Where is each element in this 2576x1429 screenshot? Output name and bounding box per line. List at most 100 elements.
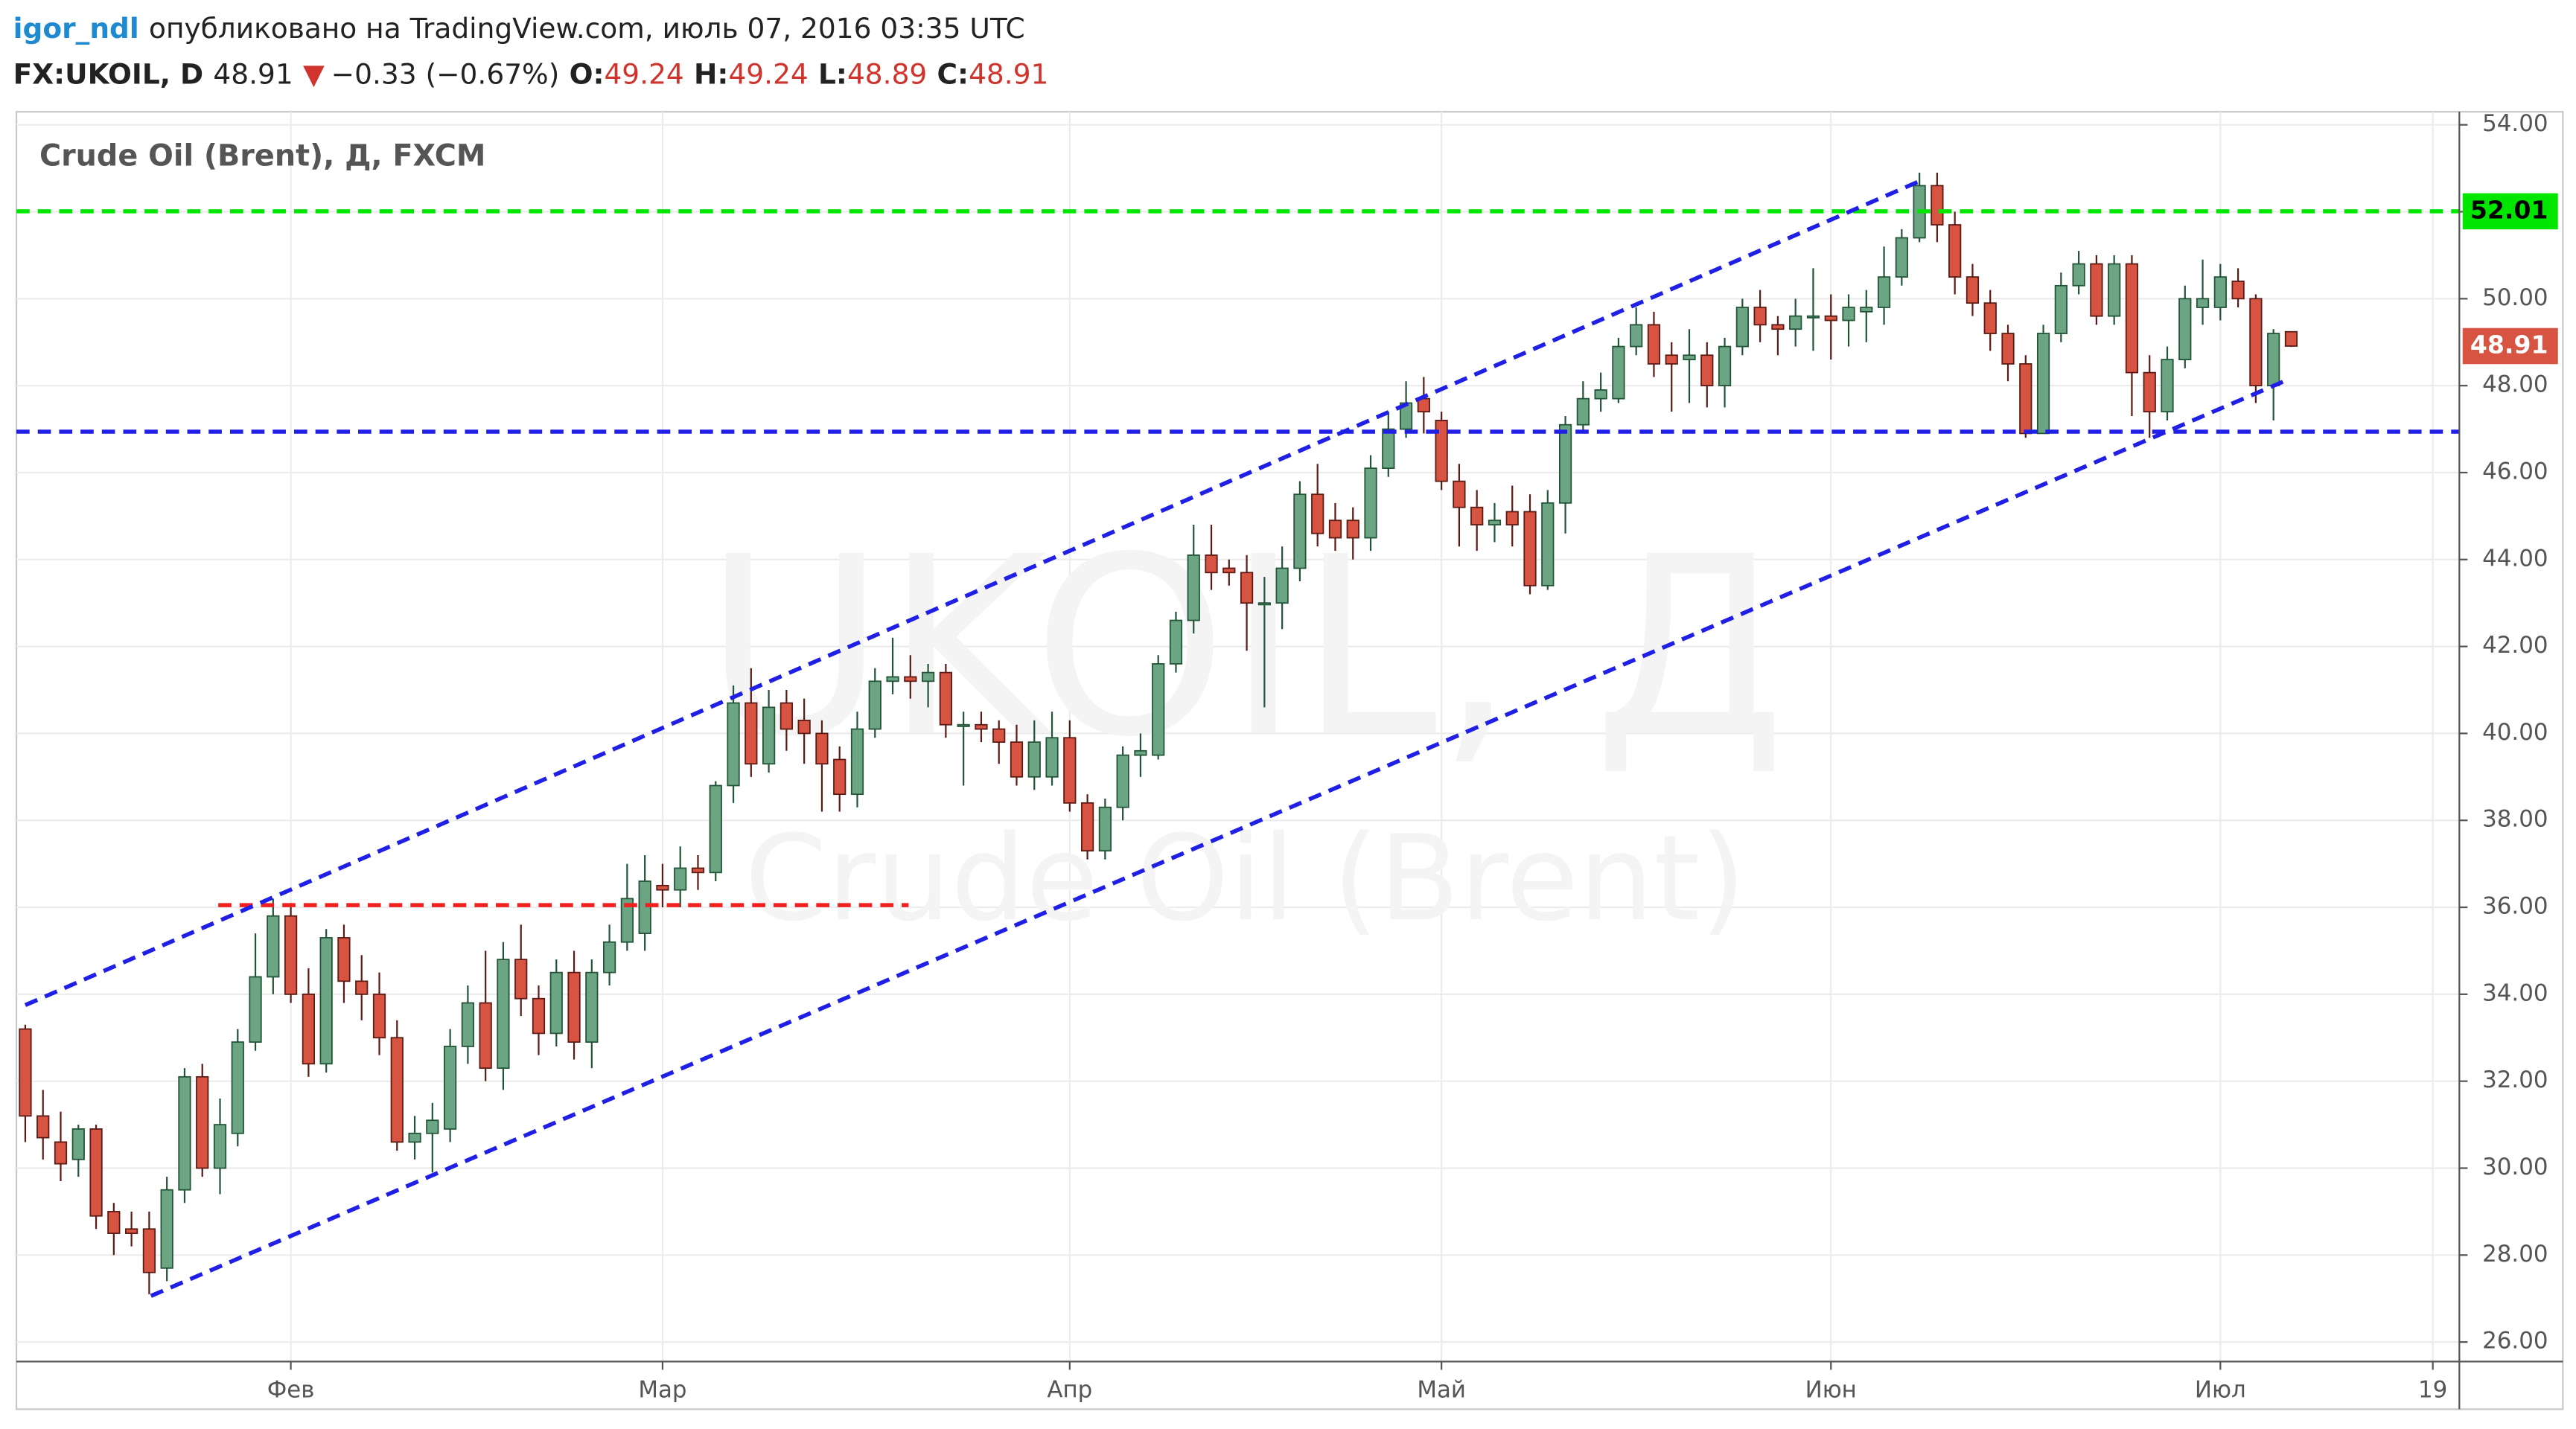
candle-body (1665, 354, 1678, 365)
candle-body (1045, 737, 1059, 778)
candle-body (1505, 511, 1519, 525)
candle-body (231, 1041, 244, 1134)
candle-body (1931, 185, 1944, 226)
legend: Crude Oil (Brent), Д, FXCM (39, 138, 485, 173)
candle-body (674, 867, 687, 891)
symbol: FX:UKOIL, D (13, 57, 204, 90)
candle-body (2196, 298, 2210, 308)
low-value: 48.89 (847, 57, 927, 90)
chart-frame (15, 111, 2564, 1410)
candle-body (178, 1075, 191, 1191)
y-tick-label: 32.00 (2482, 1067, 2548, 1093)
candle-body (160, 1189, 173, 1269)
candle-body (549, 971, 563, 1035)
candle-body (1718, 345, 1732, 387)
x-tick-label: Фев (267, 1377, 315, 1404)
candle-body (1346, 520, 1359, 539)
candle-body (921, 671, 935, 682)
candle-body (656, 884, 669, 891)
candle-body (1382, 428, 1395, 469)
candle-body (372, 993, 386, 1039)
y-tick-label: 44.00 (2482, 545, 2548, 572)
candle-body (1098, 806, 1112, 851)
candle-body (1311, 493, 1324, 534)
candle-body (2090, 263, 2103, 317)
close-value: 48.91 (969, 57, 1048, 90)
candle-body (585, 971, 599, 1043)
candle-body (390, 1037, 404, 1143)
candle-body (602, 941, 616, 974)
close-label: C: (937, 57, 969, 90)
last-price: 48.91 (213, 57, 293, 90)
candle-body (1576, 397, 1590, 426)
candle-body (2108, 263, 2121, 317)
candle-body (975, 723, 988, 730)
x-tick-label: Июл (2195, 1377, 2246, 1404)
x-tick-label: Мар (638, 1377, 686, 1404)
watermark: UKOIL, Д (704, 505, 1786, 791)
y-tick-label: 30.00 (2482, 1154, 2548, 1180)
candle-body (54, 1141, 68, 1165)
candle-body (1771, 324, 1785, 330)
candle-body (1470, 506, 1484, 525)
candle-body (745, 702, 758, 765)
candle-body (2161, 359, 2174, 413)
y-tick-label: 46.00 (2482, 458, 2548, 485)
candle-body (213, 1124, 227, 1169)
candle-body (302, 993, 315, 1065)
candle-body (1187, 554, 1200, 621)
candle-body (780, 702, 793, 730)
candle-body (2072, 263, 2085, 287)
candle-body (19, 1028, 32, 1117)
candle-body (2054, 284, 2068, 334)
candle-body (1257, 602, 1271, 606)
x-tick-label: Июн (1805, 1377, 1857, 1404)
y-tick-label: 54.00 (2482, 110, 2548, 137)
candle-body (1683, 354, 1696, 360)
high-value: 49.24 (728, 57, 808, 90)
candle-body (762, 706, 776, 765)
candle-body (1152, 663, 1165, 756)
trend-line (150, 379, 2286, 1298)
candle-body (1966, 276, 1980, 304)
candle-body (1558, 423, 1572, 504)
candle-body (815, 732, 829, 765)
candle-body (1293, 493, 1307, 569)
quote-line: FX:UKOIL, D 48.91 ▼ −0.33 (−0.67%) O:49.24 H:… (13, 57, 1049, 90)
candle-body (2125, 263, 2139, 374)
candle-body (1842, 307, 1855, 322)
candle-body (1735, 307, 1749, 348)
candle-body (267, 915, 280, 978)
candle-body (1860, 307, 1873, 313)
level-label-box (2462, 193, 2558, 230)
candle-body (1877, 276, 1891, 308)
candle-body (850, 728, 864, 796)
candle-body (1328, 520, 1342, 539)
y-tick-label: 36.00 (2482, 893, 2548, 920)
candle-body (284, 915, 298, 995)
candle-body (1948, 224, 1962, 278)
candle-body (461, 1002, 474, 1047)
candle-body (1435, 419, 1448, 482)
candle-body (727, 702, 740, 787)
candle-body (1453, 480, 1466, 508)
candle-body (1134, 749, 1147, 756)
y-tick-label: 26.00 (2482, 1328, 2548, 1355)
header-line: igor_ndl опубликовано на TradingView.com,… (13, 11, 1025, 44)
candle-body (1222, 567, 1236, 574)
candle-body (408, 1132, 421, 1143)
direction: ▼ (303, 57, 325, 90)
candle-body (497, 959, 510, 1070)
candle-body (89, 1128, 103, 1217)
last-price-label: 48.91 (2470, 330, 2548, 359)
last-price-box (2462, 327, 2558, 365)
trend-line (24, 178, 1922, 1007)
candle-body (514, 959, 528, 1000)
candle-body (904, 676, 917, 682)
y-tick-label: 28.00 (2482, 1241, 2548, 1267)
level-label: 52.01 (2470, 195, 2548, 224)
candle-body (249, 976, 262, 1043)
candle-body (567, 971, 581, 1043)
author[interactable]: igor_ndl (13, 11, 139, 44)
